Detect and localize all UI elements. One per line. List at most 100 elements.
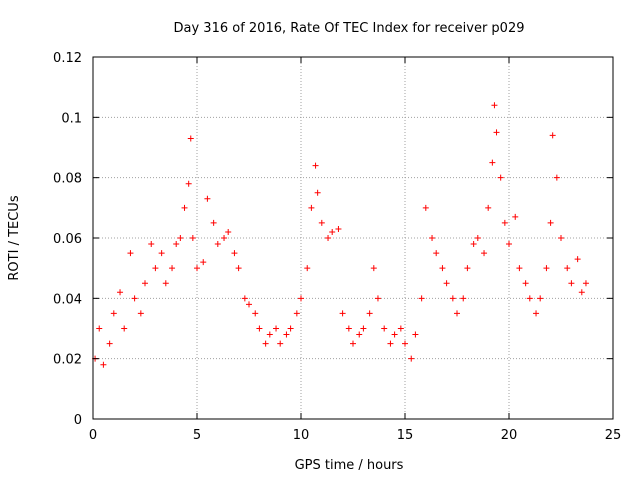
- data-point: [137, 310, 144, 317]
- y-axis-label: ROTI / TECUs: [7, 195, 22, 280]
- data-point: [131, 295, 138, 302]
- data-point: [181, 204, 188, 211]
- chart-title: Day 316 of 2016, Rate Of TEC Index for r…: [174, 21, 525, 36]
- data-point: [485, 204, 492, 211]
- data-point: [194, 265, 200, 272]
- data-point: [574, 256, 581, 263]
- data-point: [537, 295, 544, 302]
- data-point: [298, 295, 304, 302]
- data-point: [506, 241, 512, 248]
- data-point: [526, 295, 533, 302]
- data-point: [568, 280, 575, 287]
- x-tick-label: 25: [605, 428, 622, 443]
- data-point: [241, 295, 248, 302]
- data-point: [152, 265, 159, 272]
- data-point: [325, 235, 332, 241]
- x-tick-label: 5: [193, 428, 201, 443]
- data-point: [493, 129, 500, 136]
- y-tick-label: 0: [74, 413, 82, 428]
- data-point: [558, 235, 564, 241]
- axis-tick-labels: 0 5 10 15 20 25 0 0.02 0.04 0.06 0.08 0.1 0.12: [53, 51, 621, 443]
- data-point: [304, 265, 311, 272]
- data-point: [121, 325, 128, 332]
- data-point: [148, 241, 155, 248]
- data-point: [464, 265, 471, 272]
- data-point: [366, 310, 373, 317]
- data-point: [356, 331, 363, 338]
- data-point: [177, 235, 184, 241]
- data-point: [578, 289, 585, 296]
- data-point: [481, 250, 488, 257]
- data-point: [318, 219, 325, 226]
- data-point: [360, 325, 367, 332]
- data-point: [439, 265, 446, 272]
- data-point: [169, 265, 176, 272]
- data-point: [497, 174, 504, 181]
- data-point: [221, 235, 228, 241]
- data-point: [429, 235, 436, 241]
- data-point: [391, 331, 398, 338]
- data-point: [397, 325, 404, 332]
- data-point: [204, 195, 211, 202]
- data-point: [210, 219, 217, 226]
- data-point: [187, 135, 194, 142]
- data-point: [339, 310, 346, 317]
- data-point: [308, 204, 315, 211]
- data-point: [162, 280, 169, 287]
- data-point: [549, 132, 556, 139]
- x-tick-label: 15: [397, 428, 414, 443]
- y-tick-label: 0.02: [53, 353, 82, 368]
- data-point: [454, 310, 460, 317]
- y-tick-label: 0.04: [53, 292, 82, 307]
- data-point: [460, 295, 467, 302]
- data-point: [273, 325, 280, 332]
- data-point: [200, 259, 207, 266]
- x-axis-label: GPS time / hours: [295, 458, 404, 473]
- data-point: [564, 265, 571, 272]
- data-point: [158, 250, 165, 257]
- data-point: [277, 340, 284, 347]
- data-point: [293, 310, 300, 317]
- data-point: [489, 159, 496, 166]
- data-point: [287, 325, 294, 332]
- data-point: [100, 361, 107, 368]
- data-point: [408, 355, 415, 362]
- data-point: [173, 241, 180, 248]
- data-point: [266, 331, 273, 338]
- y-tick-label: 0.1: [61, 111, 82, 126]
- data-point: [501, 219, 508, 226]
- data-point: [516, 265, 523, 272]
- data-point: [110, 310, 117, 317]
- data-point: [553, 174, 560, 181]
- data-point: [214, 241, 221, 248]
- data-point: [443, 280, 450, 287]
- data-point: [329, 228, 336, 235]
- y-tick-label: 0.06: [53, 232, 82, 247]
- y-tick-label: 0.12: [53, 51, 82, 66]
- data-point: [345, 325, 352, 332]
- data-point: [246, 301, 252, 308]
- data-point: [314, 189, 321, 196]
- data-point: [522, 280, 529, 287]
- data-point: [491, 102, 498, 109]
- data-point: [189, 235, 196, 241]
- data-point: [381, 325, 388, 332]
- data-point: [418, 295, 425, 302]
- x-tick-label: 20: [501, 428, 518, 443]
- data-point: [582, 280, 589, 287]
- data-point: [387, 340, 394, 347]
- data-point: [547, 219, 554, 226]
- data-point: [402, 340, 408, 347]
- data-point: [96, 325, 103, 332]
- data-point: [335, 225, 342, 232]
- data-point: [142, 280, 148, 287]
- data-point: [225, 228, 232, 235]
- data-point: [533, 310, 540, 317]
- data-point: [543, 265, 550, 272]
- x-tick-label: 10: [293, 428, 310, 443]
- data-point: [512, 213, 519, 220]
- data-point: [235, 265, 242, 272]
- data-point: [350, 340, 356, 347]
- data-point: [474, 235, 481, 241]
